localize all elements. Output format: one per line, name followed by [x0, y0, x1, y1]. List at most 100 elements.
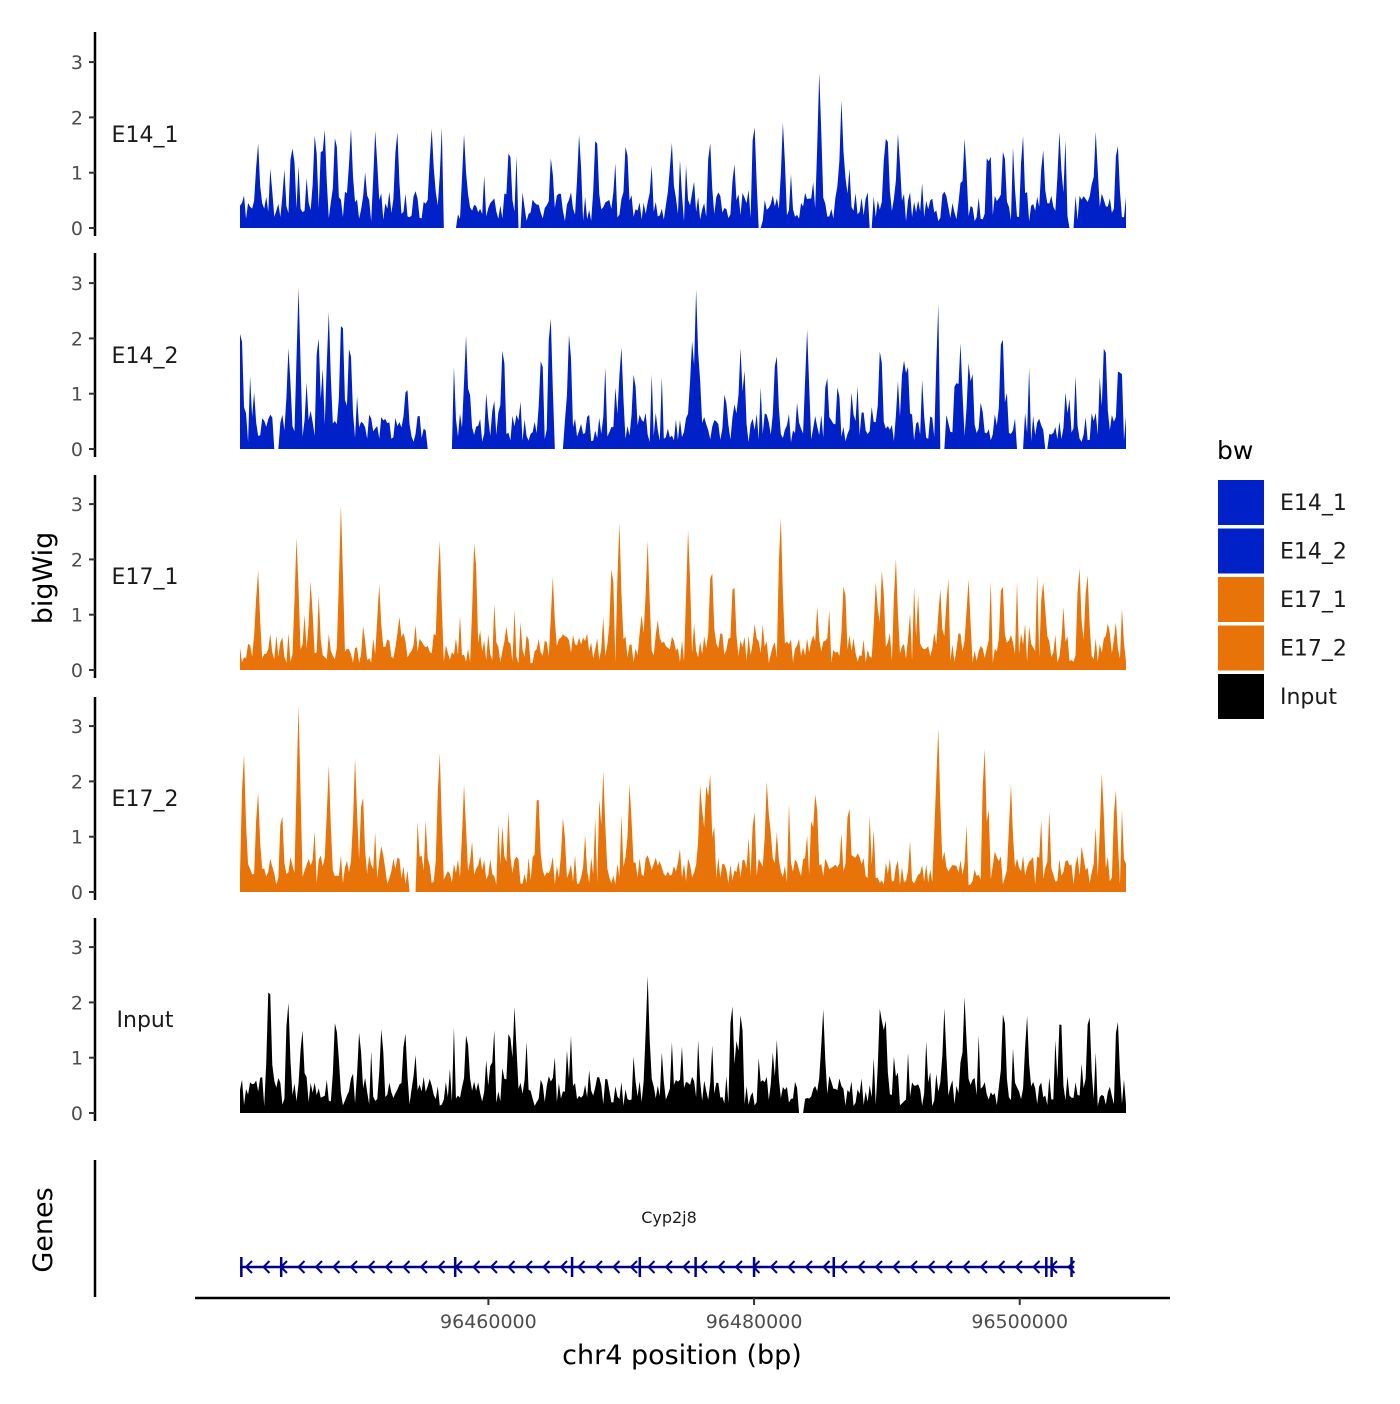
- coverage-area-input: [240, 975, 1126, 1113]
- track-label: E17_1: [112, 565, 179, 590]
- y-axis-title: bigWig: [28, 532, 59, 625]
- legend-swatch: [1218, 625, 1264, 671]
- y-tick-label: 3: [71, 716, 83, 738]
- strand-arrow: [507, 1260, 516, 1274]
- y-tick-label: 1: [71, 605, 83, 627]
- y-tick-label: 1: [71, 163, 83, 185]
- y-tick-label: 3: [71, 273, 83, 295]
- strand-arrow: [909, 1260, 918, 1274]
- gene-track: Cyp2j8: [93, 1160, 1076, 1297]
- strand-arrow: [804, 1260, 813, 1274]
- strand-arrow: [437, 1260, 446, 1274]
- track-label: E17_2: [112, 787, 179, 812]
- strand-arrow: [682, 1260, 691, 1274]
- y-tick-label: 1: [71, 384, 83, 406]
- strand-arrow: [874, 1260, 883, 1274]
- y-tick-label: 1: [71, 1048, 83, 1070]
- gene-label: Cyp2j8: [641, 1208, 697, 1227]
- strand-arrow: [787, 1260, 796, 1274]
- strand-arrow: [594, 1260, 603, 1274]
- x-axis-title: chr4 position (bp): [562, 1340, 802, 1371]
- gene-axis-title: Genes: [28, 1187, 59, 1272]
- strand-arrow: [349, 1260, 358, 1274]
- strand-arrow: [769, 1260, 778, 1274]
- coverage-area-e14-1: [240, 72, 1126, 228]
- y-tick-label: 2: [71, 549, 83, 571]
- strand-arrow: [262, 1260, 271, 1274]
- strand-arrow: [524, 1260, 533, 1274]
- strand-arrow: [489, 1260, 498, 1274]
- coverage-area-e17-2: [240, 706, 1126, 892]
- y-tick-label: 0: [71, 882, 83, 904]
- y-tick-label: 3: [71, 52, 83, 74]
- y-tick-label: 2: [71, 771, 83, 793]
- strand-arrow: [419, 1260, 428, 1274]
- legend-label: E14_2: [1280, 540, 1347, 565]
- strand-arrow: [612, 1260, 621, 1274]
- legend-label: E14_1: [1280, 491, 1347, 516]
- legend-label: Input: [1280, 685, 1337, 710]
- strand-arrow: [402, 1260, 411, 1274]
- strand-arrow: [927, 1260, 936, 1274]
- strand-arrow: [542, 1260, 551, 1274]
- strand-arrow: [892, 1260, 901, 1274]
- coverage-area-e17-1: [240, 504, 1126, 670]
- coverage-area-e14-2: [240, 287, 1126, 449]
- strand-arrow: [384, 1260, 393, 1274]
- legend-swatch: [1218, 480, 1264, 525]
- legend: bw E14_1 E14_2 E17_1 E17_2 Input: [1217, 436, 1347, 719]
- track-input: 0 1 2 3 Input: [71, 918, 1126, 1125]
- track-e14-2: 0 1 2 3 E14_2: [71, 253, 1126, 461]
- strand-arrow: [367, 1260, 376, 1274]
- strand-arrow: [664, 1260, 673, 1274]
- track-e17-2: 0 1 2 3 E17_2: [71, 697, 1126, 904]
- y-tick-label: 3: [71, 937, 83, 959]
- strand-arrow: [244, 1260, 253, 1274]
- y-tick-label: 2: [71, 328, 83, 350]
- strand-arrow: [1032, 1260, 1041, 1274]
- strand-arrow: [962, 1260, 971, 1274]
- legend-label: E17_2: [1280, 637, 1347, 662]
- strand-arrow: [314, 1260, 323, 1274]
- x-axis: 96460000 96480000 96500000: [195, 1296, 1170, 1333]
- strand-arrow: [629, 1260, 638, 1274]
- x-tick-label: 96500000: [971, 1311, 1068, 1333]
- legend-label: E17_1: [1280, 588, 1347, 613]
- y-tick-label: 2: [71, 107, 83, 129]
- track-e17-1: 0 1 2 3 E17_1: [71, 475, 1126, 682]
- strand-arrow: [559, 1260, 568, 1274]
- tracks-layer: 0 1 2 3 E14_1 0 1 2 3 E14_2 0 1 2 3 E17_1 0 1 2 3 E17_2 0 1 2 3…: [71, 32, 1126, 1125]
- strand-arrow: [839, 1260, 848, 1274]
- track-e14-1: 0 1 2 3 E14_1: [71, 32, 1126, 240]
- strand-arrow: [297, 1260, 306, 1274]
- strand-arrow: [944, 1260, 953, 1274]
- track-label: E14_2: [112, 344, 179, 369]
- legend-swatch: [1218, 674, 1264, 719]
- y-tick-label: 0: [71, 218, 83, 240]
- legend-swatch: [1218, 577, 1264, 622]
- x-tick-label: 96480000: [706, 1311, 803, 1333]
- track-label: E14_1: [112, 123, 179, 148]
- strand-arrow: [734, 1260, 743, 1274]
- track-label: Input: [117, 1008, 174, 1033]
- y-tick-label: 0: [71, 439, 83, 461]
- strand-arrow: [857, 1260, 866, 1274]
- legend-swatch: [1218, 528, 1264, 574]
- y-tick-label: 2: [71, 992, 83, 1014]
- strand-arrow: [332, 1260, 341, 1274]
- y-tick-label: 0: [71, 1103, 83, 1125]
- y-tick-label: 3: [71, 494, 83, 516]
- legend-title: bw: [1217, 436, 1253, 465]
- strand-arrow: [717, 1260, 726, 1274]
- y-tick-label: 0: [71, 660, 83, 682]
- strand-arrow: [647, 1260, 656, 1274]
- x-tick-label: 96460000: [440, 1311, 537, 1333]
- strand-arrow: [577, 1260, 586, 1274]
- strand-arrow: [472, 1260, 481, 1274]
- strand-arrow: [822, 1260, 831, 1274]
- strand-arrow: [1014, 1260, 1023, 1274]
- strand-arrow: [979, 1260, 988, 1274]
- strand-arrow: [997, 1260, 1006, 1274]
